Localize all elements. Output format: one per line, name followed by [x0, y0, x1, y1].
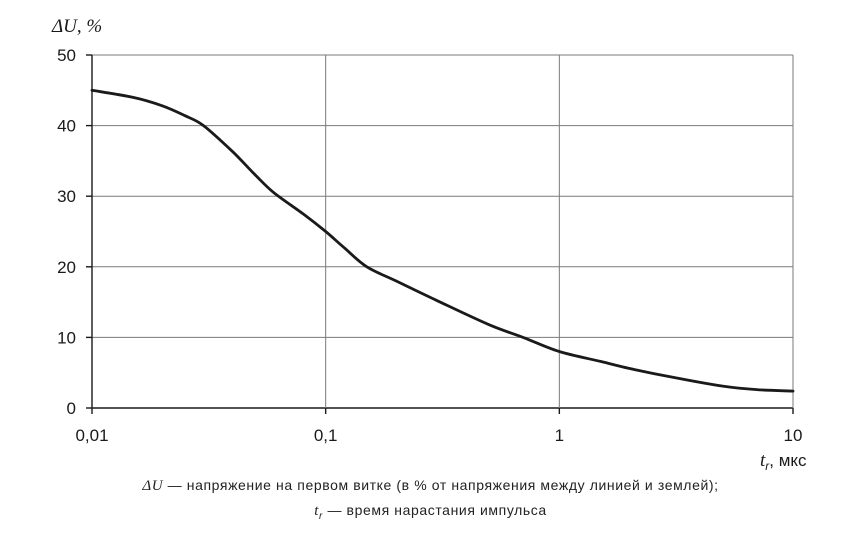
- x-axis-title-unit: , мкс: [769, 451, 807, 470]
- data-line: [90, 88, 795, 393]
- caption-line-1: ΔU — напряжение на первом витке (в % от …: [0, 477, 861, 495]
- y-tick-label: 50: [57, 46, 76, 65]
- y-tick-label: 10: [57, 328, 76, 347]
- x-axis-title: tr, мкс: [760, 450, 807, 470]
- y-axis-title: ΔU, %: [51, 16, 102, 37]
- caption-text-1: — напряжение на первом витке (в % от нап…: [163, 477, 719, 493]
- x-axis-title-symbol: t: [760, 450, 766, 470]
- y-tick-label: 40: [57, 117, 76, 136]
- caption-line-2: tr — время нарастания импульса: [0, 502, 861, 522]
- chart: 0 10 20 30 40 50 0,01 0,1 1 10 ΔU, % tr, мкс: [51, 16, 807, 470]
- caption-text-2: — время нарастания импульса: [322, 502, 547, 518]
- x-tick-label: 0,1: [314, 426, 338, 445]
- y-tick-label: 20: [57, 258, 76, 277]
- grid: [86, 54, 794, 414]
- x-tick-label: 0,01: [75, 426, 108, 445]
- tick-labels: 0 10 20 30 40 50 0,01 0,1 1 10: [57, 46, 802, 445]
- plot-area: [92, 55, 793, 408]
- y-axis-title-symbol: ΔU, %: [51, 16, 102, 37]
- caption-symbol-t: t: [314, 503, 320, 519]
- y-tick-label: 30: [57, 187, 76, 206]
- x-tick-label: 1: [555, 426, 564, 445]
- x-axis-title-subscript: r: [765, 459, 770, 470]
- caption-symbol-delta-u: ΔU: [142, 478, 164, 494]
- y-tick-label: 0: [67, 399, 76, 418]
- caption-symbol-t-subscript: r: [319, 510, 323, 522]
- x-tick-label: 10: [784, 426, 803, 445]
